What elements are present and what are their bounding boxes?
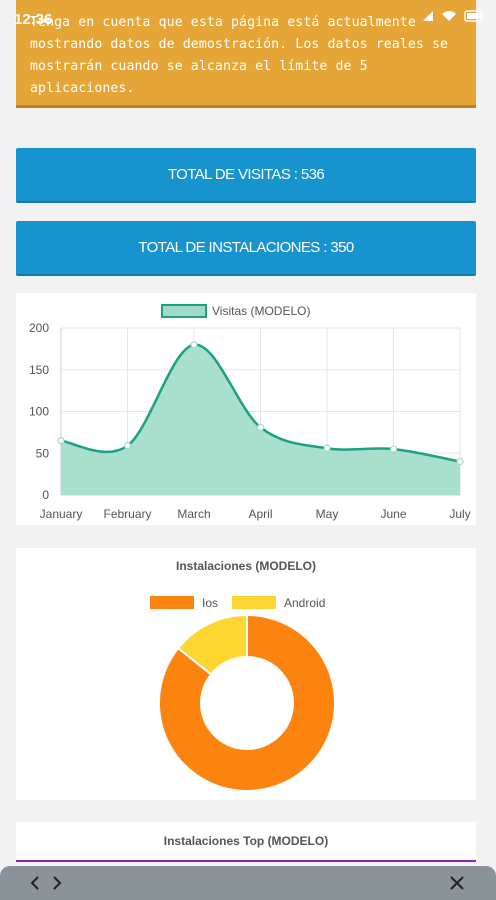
x-tick-label: June <box>380 507 406 521</box>
data-point-march <box>190 341 198 349</box>
status-icons <box>422 10 484 22</box>
x-tick-label: July <box>449 507 470 521</box>
total-visits-button[interactable]: TOTAL DE VISITAS : 536 <box>16 148 476 203</box>
data-point-july <box>456 458 464 466</box>
status-time: 12:36 <box>14 11 53 28</box>
y-tick-label: 0 <box>42 488 49 502</box>
close-button[interactable] <box>446 873 468 893</box>
data-point-june <box>389 445 398 453</box>
battery-icon <box>464 10 484 22</box>
back-button[interactable] <box>24 873 46 893</box>
notice-text: Tenga en cuenta que esta página está act… <box>30 15 449 96</box>
visits-line-chart: Visitas (MODELO) 0 50 100 150 200 January Febru… <box>29 304 471 521</box>
wifi-icon <box>442 11 456 21</box>
total-installs-button[interactable]: TOTAL DE INSTALACIONES : 350 <box>16 221 476 276</box>
browser-bottom-bar <box>0 866 496 900</box>
status-bar: 12:36 <box>0 0 496 36</box>
signal-icon <box>423 11 433 21</box>
legend-label-android: Android <box>284 596 325 610</box>
top-installs-title: Instalaciones Top (MODELO) <box>163 834 329 848</box>
close-icon <box>450 876 464 890</box>
data-point-may <box>323 444 331 452</box>
installs-chart-title: Instalaciones (MODELO) <box>176 559 316 573</box>
x-tick-label: February <box>103 507 151 521</box>
x-tick-label: May <box>316 507 339 521</box>
forward-button[interactable] <box>46 873 68 893</box>
x-tick-label: January <box>40 507 83 521</box>
installs-donut-chart: Instalaciones (MODELO) Ios Android <box>150 559 336 792</box>
data-point-february <box>123 442 132 450</box>
y-tick-label: 50 <box>36 446 50 460</box>
x-tick-label: April <box>248 507 272 521</box>
x-tick-label: March <box>177 507 210 521</box>
total-visits-label: TOTAL DE VISITAS : 536 <box>167 166 325 183</box>
data-point-april <box>256 423 265 431</box>
top-installs-card: Instalaciones Top (MODELO) <box>16 822 476 862</box>
installs-chart-card: Instalaciones (MODELO) Ios Android <box>16 548 476 800</box>
demo-data-notice: Tenga en cuenta que esta página está act… <box>16 0 476 108</box>
visits-area-fill <box>61 344 460 495</box>
legend-swatch-android <box>232 596 276 609</box>
total-installs-label: TOTAL DE INSTALACIONES : 350 <box>138 239 354 256</box>
data-point-january <box>57 437 65 445</box>
legend-swatch-visits <box>161 304 207 318</box>
visits-chart-card: Visitas (MODELO) 0 50 100 150 200 January Febru… <box>16 293 476 525</box>
y-tick-label: 200 <box>29 321 49 335</box>
chevron-left-icon <box>30 876 39 890</box>
donut-slice-android <box>176 613 248 676</box>
donut-slice-ios <box>158 613 336 792</box>
legend-label-ios: Ios <box>202 596 218 610</box>
chevron-right-icon <box>53 876 62 890</box>
legend-label-visits: Visitas (MODELO) <box>212 304 310 318</box>
legend-swatch-ios <box>150 596 194 609</box>
y-tick-label: 150 <box>29 363 49 377</box>
y-tick-label: 100 <box>29 405 49 419</box>
